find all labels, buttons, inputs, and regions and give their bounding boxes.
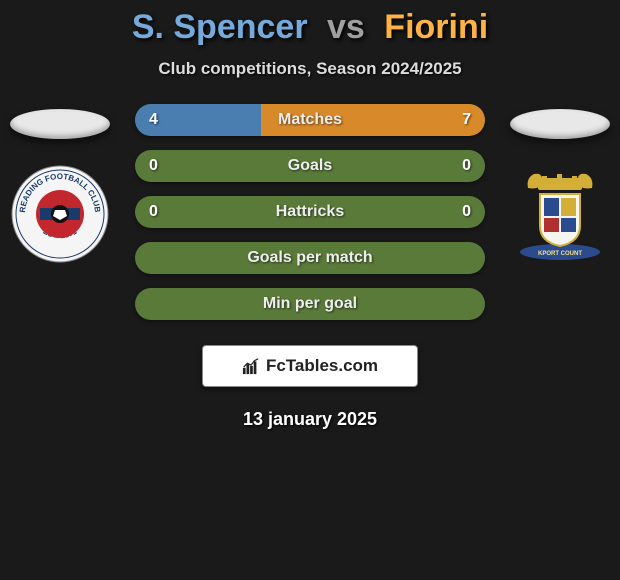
stat-rows: 4 7 Matches 0 0 Goals 0 0 Hattricks Goals per mat… [135,104,485,320]
player1-name: S. Spencer [132,8,308,46]
stat-row: Min per goal [135,288,485,320]
vs-separator: vs [327,8,365,46]
stat-label: Goals [288,157,332,175]
stat-value-left: 4 [149,111,158,129]
reading-fc-badge-icon: READING FOOTBALL CLUB EST. 1871 [10,164,110,264]
stat-row: 0 0 Goals [135,150,485,182]
fctables-logo-icon [242,357,260,375]
stat-row: 0 0 Hattricks [135,196,485,228]
svg-text:KPORT COUNT: KPORT COUNT [538,251,582,257]
stat-label: Goals per match [247,249,372,267]
stat-label: Min per goal [263,295,357,313]
stat-value-right: 0 [462,203,471,221]
right-player-ellipse [510,109,610,139]
stat-label: Matches [278,111,342,129]
subtitle: Club competitions, Season 2024/2025 [0,59,620,79]
player2-name: Fiorini [384,8,488,46]
stat-row: Goals per match [135,242,485,274]
stat-value-right: 0 [462,157,471,175]
brand-box[interactable]: FcTables.com [202,345,418,387]
stat-value-right: 7 [462,111,471,129]
left-player-ellipse [10,109,110,139]
stat-value-left: 0 [149,157,158,175]
stat-row: 4 7 Matches [135,104,485,136]
content-area: READING FOOTBALL CLUB EST. 1871 KPORT CO… [0,104,620,320]
left-club-logo: READING FOOTBALL CLUB EST. 1871 [10,164,110,264]
comparison-title: S. Spencer vs Fiorini [0,0,620,47]
stat-label: Hattricks [276,203,344,221]
right-club-logo: KPORT COUNT [510,164,610,264]
stat-value-left: 0 [149,203,158,221]
brand-text: FcTables.com [266,356,378,376]
date-text: 13 january 2025 [0,409,620,430]
stockport-county-badge-icon: KPORT COUNT [510,164,610,264]
